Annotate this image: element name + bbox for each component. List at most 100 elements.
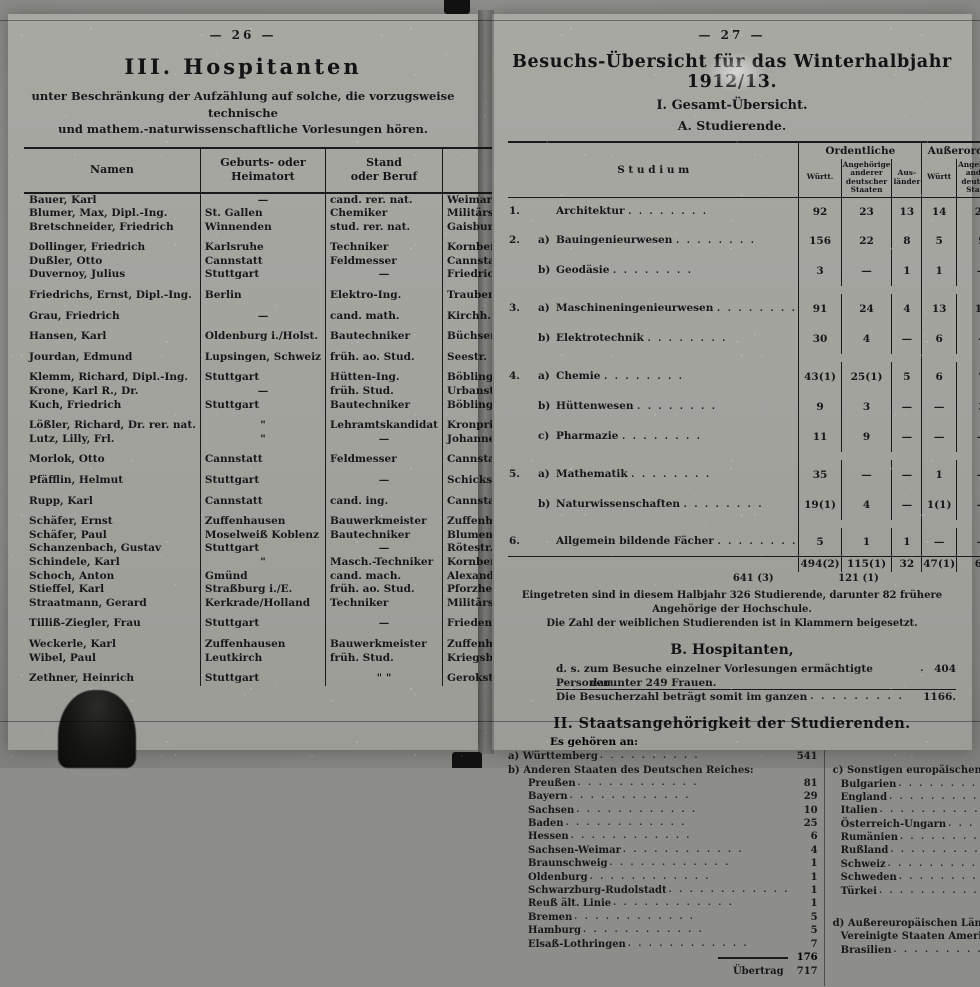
stat-row-label: 2.a)Bauingenieurwesen . . . . . . . .	[508, 226, 799, 256]
european-state-item: Rumänien. . . . . . . . . . . .1	[833, 831, 980, 844]
statistics-row: 2.a)Bauingenieurwesen . . . . . . . .156…	[508, 226, 980, 256]
cell-profession: cand. ing.	[326, 495, 443, 509]
stat-ord-other-german: 1	[841, 528, 892, 557]
stat-ord-foreign: —	[892, 324, 922, 354]
stat-ord-wuertt: 19(1)	[799, 490, 841, 520]
stat-subject: Chemie	[556, 370, 600, 382]
overseas-label-row: d) Außereuropäischen Ländern:	[833, 917, 980, 930]
scan-edge-bottom	[0, 721, 980, 722]
cell-profession: Lehramtskandidat	[326, 419, 443, 433]
thumb-holding-page	[58, 690, 136, 768]
cell-profession: früh. ao. Stud.	[326, 351, 443, 365]
stat-leader-dots: . . . . . . . .	[637, 402, 717, 412]
country-count: 5	[792, 911, 818, 924]
left-page-number: — 26 —	[24, 28, 462, 42]
cell-birthplace: "	[200, 419, 325, 433]
stat-subject: Geodäsie	[556, 264, 609, 276]
note-line-2: Die Zahl der weiblichen Studierenden ist…	[508, 617, 956, 631]
stat-ord-wuertt: 11	[799, 422, 841, 452]
overseas-countries-list: Vereinigte Staaten Amerikas. . . . . . .…	[833, 930, 980, 957]
stat-subject: Pharmazie	[556, 430, 618, 442]
hospitanten-count-row: d. s. zum Besuche einzelner Vorlesungen …	[556, 662, 956, 676]
stat-subject: Bauingenieurwesen	[556, 234, 672, 246]
leader-dots: . . . . . . . . . . . .	[564, 817, 792, 830]
country-name: Vereinigte Staaten Amerikas	[841, 930, 980, 943]
cell-name: Lößler, Richard, Dr. rer. nat.	[24, 419, 200, 433]
cell-name: Tilliß-Ziegler, Frau	[24, 617, 200, 631]
cell-profession: früh. ao. Stud.	[326, 583, 443, 597]
note-line-1: Eingetreten sind in diesem Halbjahr 326 …	[508, 589, 956, 617]
section-one-heading: I. Gesamt-Übersicht.	[508, 98, 956, 113]
country-name: Elsaß-Lothringen	[528, 938, 626, 951]
subtotals-row: 641 (3)121 (1)	[508, 573, 956, 584]
country-name: Bulgarien	[841, 778, 897, 791]
stat-row-label: 4.a)Chemie . . . . . . . .	[508, 362, 799, 392]
column-header-profession: Stand oder Beruf	[326, 148, 443, 193]
cell-birthplace: Stuttgart	[200, 672, 325, 686]
stat-row-spacer	[508, 354, 980, 362]
nationality-column-left: a) Württemberg . . . . . . . . . . 541 b…	[508, 750, 818, 986]
cell-profession: Bauwerkmeister	[326, 515, 443, 529]
stat-row-label: b)Elektrotechnik . . . . . . . .	[508, 324, 799, 354]
stat-ord-wuertt: 43(1)	[799, 362, 841, 392]
statistics-row: 5.a)Mathematik . . . . . . . .35——1—137}…	[508, 460, 980, 490]
country-name: Rumänien	[841, 831, 898, 844]
stat-row-spacer	[508, 452, 980, 460]
stat-leader-dots: . . . . . . . .	[631, 470, 711, 480]
cell-birthplace: Oldenburg i./Holst.	[200, 330, 325, 344]
stat-ord-foreign: 1	[892, 256, 922, 286]
country-name: Sachsen-Weimar	[528, 844, 621, 857]
subheader-ord-foreigners: Aus- länder	[892, 159, 922, 198]
hospitanten-women-note: darunter 249 Frauen.	[556, 676, 956, 690]
leader-dots: . . . . . . . . . . . .	[886, 858, 980, 871]
cell-name: Schanzenbach, Gustav	[24, 542, 200, 556]
stat-subject: Hüttenwesen	[556, 400, 634, 412]
country-name: Sachsen	[528, 804, 574, 817]
stat-aord-other-german: 7	[957, 362, 980, 392]
stat-ord-other-german: 3	[841, 392, 892, 422]
cell-profession: cand. mach.	[326, 570, 443, 584]
left-subtitle-line-2: und mathem.-naturwissenschaftliche Vorle…	[24, 121, 462, 138]
european-state-item: Bulgarien. . . . . . . . . . . .1	[833, 778, 980, 791]
cell-birthplace: "	[200, 433, 325, 447]
stat-ord-other-german: —	[841, 256, 892, 286]
cell-birthplace: Kerkrade/Holland	[200, 597, 325, 611]
stat-leader-dots: . . . . . . . .	[613, 266, 693, 276]
subtotal-ausserordentliche: 121 (1)	[806, 573, 911, 584]
stat-index: 5.	[509, 468, 526, 481]
stat-ord-foreign: 8	[892, 226, 922, 256]
cell-birthplace: St. Gallen	[200, 207, 325, 221]
country-name: Schweden	[841, 871, 897, 884]
stat-ord-wuertt: 92	[799, 198, 841, 227]
cell-name: Lutz, Lilly, Frl.	[24, 433, 200, 447]
stat-leader-dots: . . . . . . . .	[628, 207, 708, 217]
cell-profession: Techniker	[326, 597, 443, 611]
cell-name: Friedrichs, Ernst, Dipl.-Ing.	[24, 289, 200, 303]
wuerttemberg-value: 541	[792, 750, 818, 763]
cell-profession: " "	[326, 672, 443, 686]
leader-dots: . . . . . . . . . . . .	[611, 897, 791, 910]
country-count: 1	[792, 857, 818, 870]
stat-aord-wuertt: 1(1)	[922, 490, 957, 520]
stat-leader-dots: . . . . . . . .	[717, 304, 797, 314]
cell-birthplace: Moselweiß Koblenz	[200, 529, 325, 543]
total-aord-other-german: 61	[957, 557, 980, 573]
cell-name: Weckerle, Karl	[24, 638, 200, 652]
cell-profession: Techniker	[326, 241, 443, 255]
left-page: — 26 — III. Hospitanten unter Beschränku…	[8, 14, 478, 750]
stat-aord-other-german: 3	[957, 392, 980, 422]
cell-name: Grau, Friedrich	[24, 310, 200, 324]
stat-aord-other-german: 4	[957, 324, 980, 354]
cell-name: Jourdan, Edmund	[24, 351, 200, 365]
cell-birthplace: Gmünd	[200, 570, 325, 584]
cell-name: Straatmann, Gerard	[24, 597, 200, 611]
stat-aord-wuertt: 6	[922, 324, 957, 354]
stat-aord-other-german: —	[957, 528, 980, 557]
stat-leader-dots: . . . . . . . .	[647, 334, 727, 344]
country-name: Bremen	[528, 911, 572, 924]
stat-ord-foreign: —	[892, 490, 922, 520]
stat-subindex: a)	[526, 302, 556, 315]
stat-row-label: 1.Architektur . . . . . . . .	[508, 198, 799, 227]
group-header-ordentliche: Ordentliche	[799, 142, 922, 159]
leader-dots: . . . . . . . . . . . .	[568, 790, 792, 803]
